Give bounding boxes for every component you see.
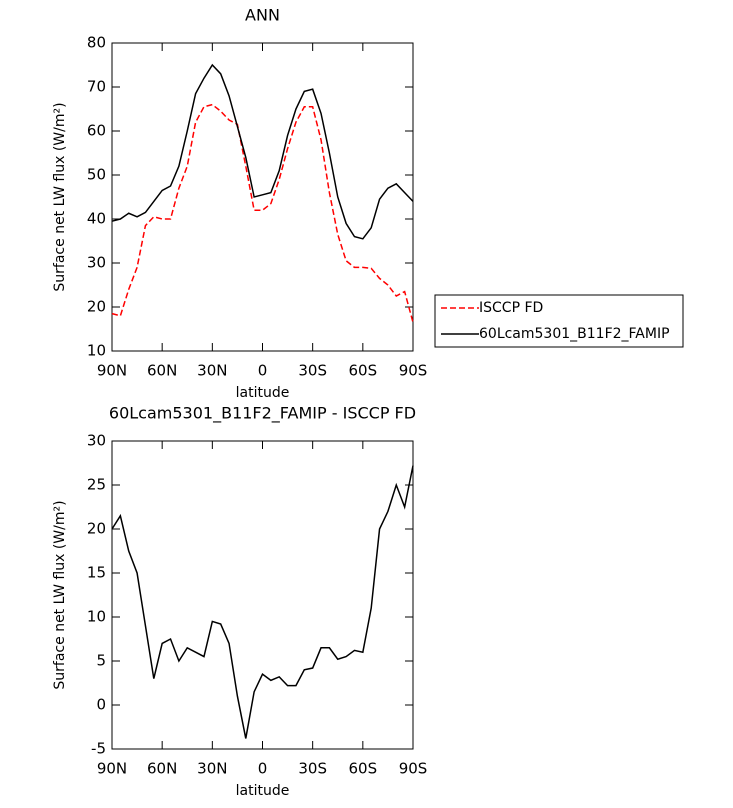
x-tick-label: 30N <box>197 362 227 380</box>
y-tick-label: 70 <box>87 78 106 96</box>
chart-title: 60Lcam5301_B11F2_FAMIP - ISCCP FD <box>109 404 416 424</box>
x-tick-label: 90S <box>399 760 428 778</box>
y-tick-label: 40 <box>87 210 106 228</box>
legend-label: 60Lcam5301_B11F2_FAMIP <box>479 326 670 342</box>
data-line <box>111 465 414 739</box>
y-tick-label: 20 <box>87 298 106 316</box>
y-tick-label: -5 <box>91 740 106 758</box>
legend-label: ISCCP FD <box>479 300 543 316</box>
legend-frame <box>434 294 684 348</box>
data-line <box>111 63 414 240</box>
x-tick-label: 0 <box>258 760 268 778</box>
y-axis-label: Surface net LW flux (W/m²) <box>52 102 68 291</box>
x-tick-label: 60S <box>349 362 378 380</box>
y-tick-label: 50 <box>87 166 106 184</box>
x-tick-label: 30S <box>298 760 327 778</box>
y-tick-label: 60 <box>87 122 106 140</box>
y-tick-label: 25 <box>87 476 106 494</box>
x-tick-label: 60N <box>147 760 177 778</box>
y-tick-label: 80 <box>87 34 106 52</box>
x-tick-label: 90N <box>97 760 127 778</box>
y-tick-label: 0 <box>96 696 106 714</box>
x-axis-label: latitude <box>236 385 290 401</box>
x-tick-label: 30N <box>197 760 227 778</box>
plot-frame <box>111 440 414 750</box>
y-tick-label: 10 <box>87 342 106 360</box>
x-tick-label: 0 <box>258 362 268 380</box>
y-tick-label: 10 <box>87 608 106 626</box>
x-tick-label: 90N <box>97 362 127 380</box>
x-tick-label: 30S <box>298 362 327 380</box>
data-line <box>111 103 414 323</box>
y-tick-label: 5 <box>96 652 106 670</box>
chart-title: ANN <box>245 6 280 25</box>
y-axis-label: Surface net LW flux (W/m²) <box>52 500 68 689</box>
y-tick-label: 15 <box>87 564 106 582</box>
x-axis-label: latitude <box>236 783 290 799</box>
y-tick-label: 30 <box>87 254 106 272</box>
y-tick-label: 20 <box>87 520 106 538</box>
x-tick-label: 60S <box>349 760 378 778</box>
x-tick-label: 90S <box>399 362 428 380</box>
y-tick-label: 30 <box>87 432 106 450</box>
x-tick-label: 60N <box>147 362 177 380</box>
